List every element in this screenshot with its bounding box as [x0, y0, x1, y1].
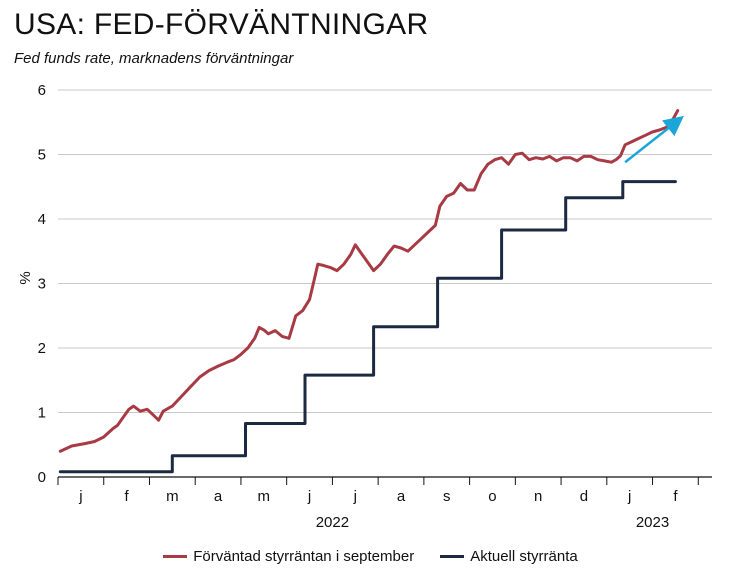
legend-label-actual: Aktuell styrränta: [470, 548, 578, 565]
x-tick-label: j: [627, 488, 631, 505]
x-tick-label: a: [214, 488, 223, 505]
y-tick-label: 6: [38, 82, 46, 99]
series-line-expected-rate: [58, 109, 680, 453]
legend-swatch-actual: [440, 555, 465, 558]
year-label: 2022: [316, 514, 349, 531]
legend-item-expected: Förväntad styrräntan i september: [163, 548, 414, 565]
trend-arrow: [624, 115, 684, 164]
x-tick-label: f: [125, 488, 130, 505]
x-tick-label: m: [258, 488, 271, 505]
legend-item-actual: Aktuell styrränta: [440, 548, 578, 565]
y-axis-label: %: [17, 271, 34, 284]
x-tick-label: j: [78, 488, 82, 505]
x-tick-label: s: [443, 488, 451, 505]
x-tick-label: f: [673, 488, 678, 505]
legend: Förväntad styrräntan i september Aktuell…: [0, 548, 741, 565]
y-tick-label: 4: [38, 211, 46, 228]
legend-swatch-expected: [163, 555, 188, 558]
gridlines: [58, 89, 712, 413]
x-tick-label: m: [166, 488, 179, 505]
x-tick-label: n: [534, 488, 542, 505]
legend-label-expected: Förväntad styrräntan i september: [193, 548, 415, 565]
y-tick-label: 1: [38, 405, 46, 422]
annotations: [624, 115, 684, 164]
chart-subtitle: Fed funds rate, marknadens förväntningar: [14, 50, 294, 67]
y-tick-label: 0: [38, 469, 46, 486]
series-lines: [58, 109, 680, 474]
chart-title: USA: FED-FÖRVÄNTNINGAR: [14, 8, 429, 41]
y-tick-label: 2: [38, 340, 46, 357]
y-axis-ticks: 0 1 2 3 4 5 6: [38, 82, 46, 486]
x-tick-label: d: [580, 488, 588, 505]
series-line-actual-rate: [58, 180, 677, 474]
year-label: 2023: [636, 514, 669, 531]
y-tick-label: 3: [38, 276, 46, 293]
x-tick-label: j: [353, 488, 357, 505]
x-tick-label: a: [397, 488, 406, 505]
y-tick-label: 5: [38, 147, 46, 164]
x-tick-label: o: [488, 488, 496, 505]
x-axis: j f m a m j j a s o n d j f 2022 2023: [57, 476, 712, 531]
x-tick-label: j: [307, 488, 311, 505]
